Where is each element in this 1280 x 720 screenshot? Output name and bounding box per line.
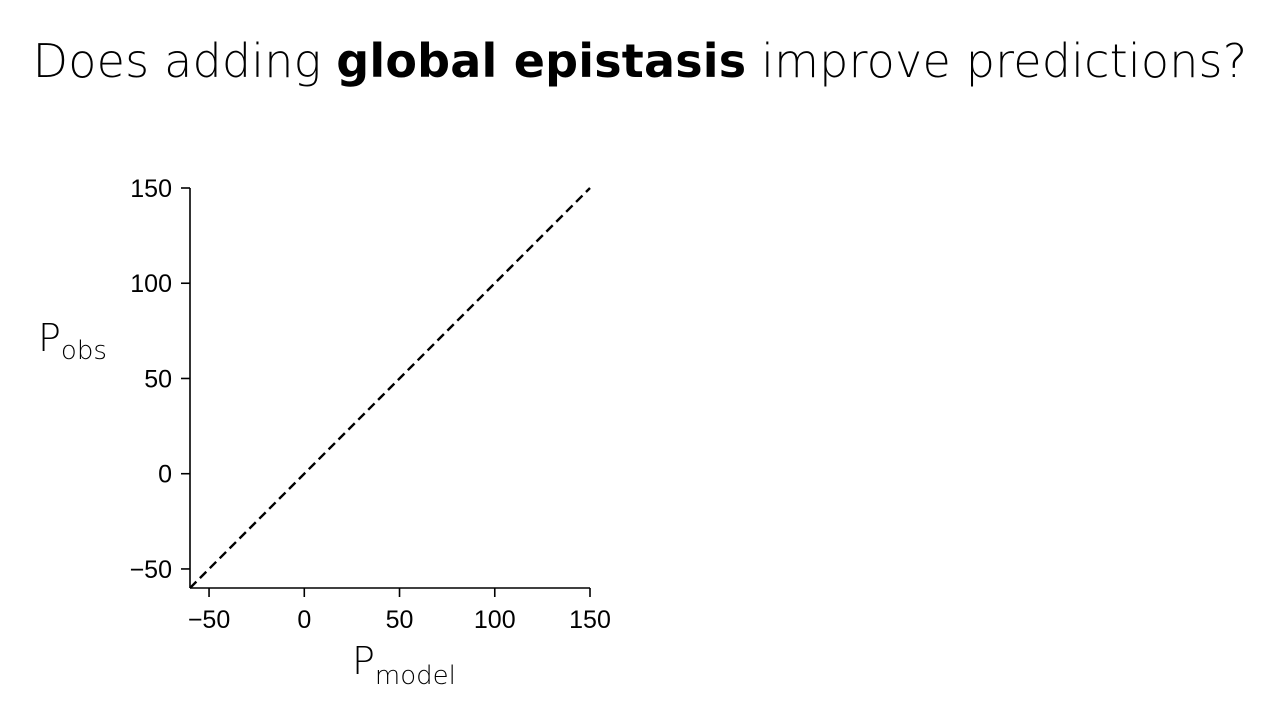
y-tick-label: 50 (144, 365, 172, 393)
identity-line (189, 187, 591, 589)
x-axis-label-main: P (352, 639, 375, 683)
y-axis-label: Pobs (38, 316, 107, 366)
y-tick-label: 150 (130, 175, 172, 203)
x-axis-label: Pmodel (352, 639, 456, 691)
title-text: Does adding (32, 34, 337, 88)
y-axis-label-sub: obs (61, 336, 107, 366)
y-axis-label-main: P (38, 316, 61, 360)
x-axis-label-sub: model (375, 661, 456, 691)
series (189, 187, 591, 589)
y-tick-label: 0 (158, 461, 172, 489)
x-tick-label: −50 (188, 606, 230, 634)
y-tick-label: 100 (130, 270, 172, 298)
x-tick-label: 0 (297, 606, 311, 634)
x-ticks: −50 0 50 100 150 (188, 588, 611, 634)
plot-area: −50 0 50 100 150 −50 0 50 100 150 (130, 175, 611, 634)
slide-title: Does adding global epistasis improve pre… (0, 34, 1280, 88)
title-text-end: improve predictions? (746, 34, 1248, 88)
x-tick-label: 100 (474, 606, 516, 634)
title-bold-text: global epistasis (336, 34, 747, 88)
y-ticks: −50 0 50 100 150 (130, 175, 190, 584)
y-tick-label: −50 (130, 556, 172, 584)
x-tick-label: 150 (569, 606, 611, 634)
x-tick-label: 50 (386, 606, 414, 634)
